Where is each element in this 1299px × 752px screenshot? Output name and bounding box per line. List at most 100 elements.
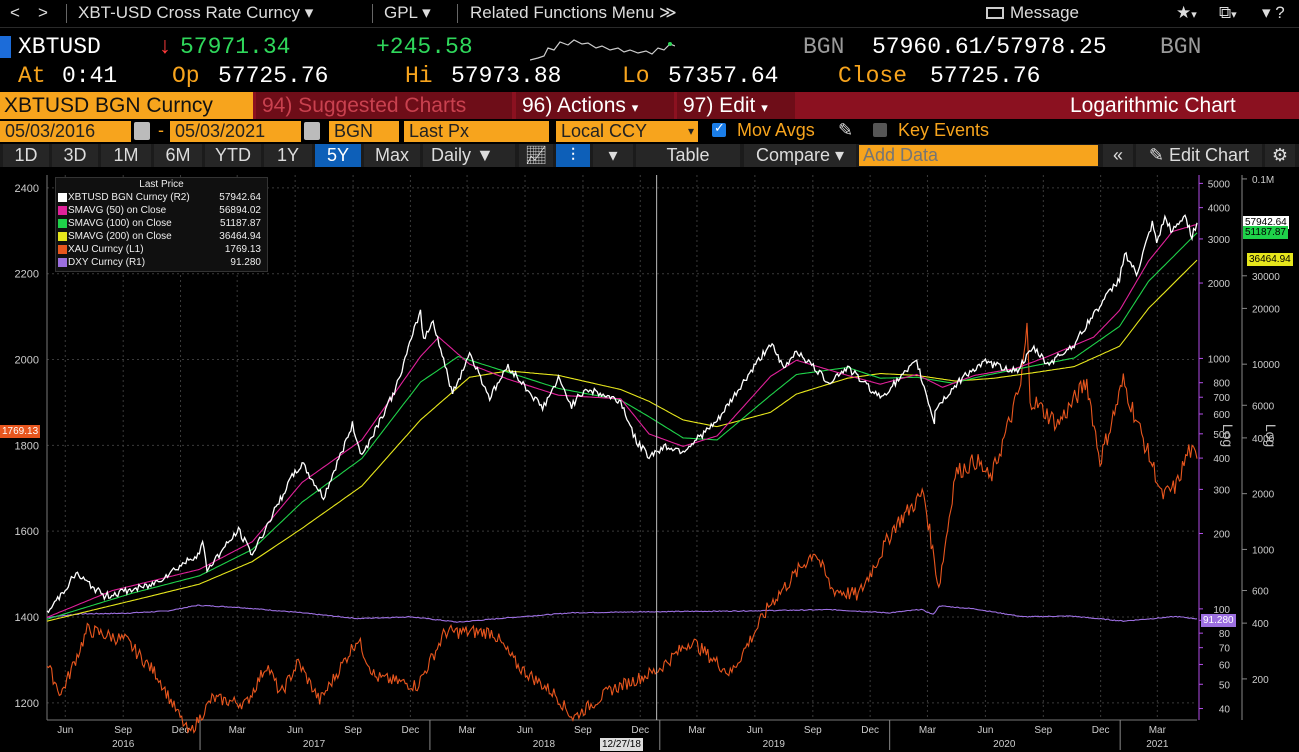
ask-source: BGN <box>1160 34 1202 60</box>
period-3d[interactable]: 3D <box>52 144 98 167</box>
source-menu[interactable]: GPL ▾ <box>384 3 431 22</box>
currency-selector[interactable]: Local CCY ▾ <box>556 121 698 142</box>
legend-item-smavg50[interactable]: SMAVG (50) on Close 56894.02 <box>56 204 267 217</box>
chart-canvas[interactable]: 1200140016001800200022002400405060708090… <box>0 167 1299 752</box>
bid-ask: 57960.61/57978.25 <box>872 34 1107 60</box>
y-tick-label-r1: 300 <box>1213 485 1230 496</box>
period-6m[interactable]: 6M <box>154 144 202 167</box>
x-year-label: 2017 <box>303 739 326 750</box>
actions-menu[interactable]: 96) Actions ▾ <box>516 92 674 119</box>
edit-menu[interactable]: 97) Edit ▾ <box>677 92 795 119</box>
back-button[interactable]: < <box>10 3 20 22</box>
security-title-menu[interactable]: XBT-USD Cross Rate Curncy ▾ <box>78 3 314 22</box>
settings-gear-icon[interactable]: ⚙ <box>1265 144 1295 167</box>
legend-swatch <box>58 206 67 215</box>
y-tick-label-r2: 30000 <box>1252 272 1280 283</box>
high-value: 57973.88 <box>451 63 562 89</box>
pricing-source-field[interactable]: BGN <box>329 121 399 142</box>
x-tick-label: Mar <box>1149 725 1167 736</box>
legend-item-dxy[interactable]: DXY Curncy (R1) 91.280 <box>56 256 267 269</box>
legend-swatch <box>58 232 67 241</box>
y-tick-label-r1: 40 <box>1219 705 1231 716</box>
x-tick-label: Dec <box>172 725 190 736</box>
xbt-last-tag: 57942.64 <box>1243 216 1289 229</box>
y-tick-label-r1: 200 <box>1213 529 1230 540</box>
y-tick-label-r1: 50 <box>1219 680 1231 691</box>
legend-item-smavg100[interactable]: SMAVG (100) on Close 51187.87 <box>56 217 267 230</box>
chart-type-dropdown[interactable]: ▾ <box>593 144 633 167</box>
series-line-xbtusd-bgn-curncy <box>46 214 1198 614</box>
mov-avgs-checkbox[interactable]: ✓ <box>712 120 726 137</box>
y-tick-label-r2: 400 <box>1252 619 1269 630</box>
pencil-icon[interactable]: ✎ <box>838 120 854 140</box>
y-tick-label-r1: 500 <box>1213 430 1230 441</box>
ticker-symbol: XBTUSD <box>18 34 101 60</box>
x-tick-label: Jun <box>517 725 533 736</box>
help-icon[interactable]: ▾ ? <box>1262 3 1285 22</box>
table-button[interactable]: Table <box>636 144 740 167</box>
related-functions-menu[interactable]: Related Functions Menu ≫ <box>470 3 677 22</box>
period-1m[interactable]: 1M <box>101 144 151 167</box>
xau-last-tag: 1769.13 <box>0 425 41 438</box>
envelope-icon <box>986 7 1004 19</box>
start-date-field[interactable]: 05/03/2016 <box>0 121 131 142</box>
x-tick-label: Dec <box>401 725 419 736</box>
suggested-charts-button[interactable]: 94) Suggested Charts <box>256 92 512 119</box>
last-price: 57971.34 <box>180 34 291 60</box>
key-events-checkbox[interactable] <box>873 123 887 137</box>
intraday-sparkline <box>530 39 675 61</box>
compare-dropdown[interactable]: Compare ▾ <box>744 144 856 167</box>
x-tick-label: Mar <box>688 725 706 736</box>
bid-source: BGN <box>803 34 845 60</box>
chart-legend[interactable]: Last Price XBTUSD BGN Curncy (R2) 57942.6… <box>55 177 268 272</box>
key-events-label: Key Events <box>898 120 990 140</box>
calendar-icon[interactable] <box>304 122 320 140</box>
y-tick-label-r1: 1000 <box>1208 354 1231 365</box>
x-tick-label: Jun <box>57 725 73 736</box>
command-bar: XBTUSD BGN Curncy 94) Suggested Charts 9… <box>0 92 1299 119</box>
security-field[interactable]: XBTUSD BGN Curncy <box>0 92 253 119</box>
chart-settings-row: 05/03/2016 - 05/03/2021 BGN Last Px Loca… <box>0 120 1299 144</box>
field-selector[interactable]: Last Px <box>404 121 549 142</box>
ticker-marker <box>0 36 11 58</box>
period-5y[interactable]: 5Y <box>315 144 361 167</box>
sma200-last-tag: 36464.94 <box>1247 253 1293 266</box>
x-tick-label: Sep <box>804 725 822 736</box>
period-1d[interactable]: 1D <box>3 144 49 167</box>
forward-button[interactable]: > <box>38 3 48 22</box>
add-data-input[interactable] <box>859 145 1098 166</box>
line-chart-icon[interactable]: 📈︎ <box>519 144 553 167</box>
x-tick-label: Sep <box>1034 725 1052 736</box>
y-tick-label-l1: 2000 <box>15 355 39 367</box>
period-1y[interactable]: 1Y <box>264 144 312 167</box>
frequency-dropdown[interactable]: Daily ▼ <box>423 144 515 167</box>
candlestick-icon[interactable]: ⫶ <box>556 144 590 167</box>
edit-chart-button[interactable]: ✎ Edit Chart <box>1136 144 1262 167</box>
period-max[interactable]: Max <box>364 144 420 167</box>
legend-item-xbtusd[interactable]: XBTUSD BGN Curncy (R2) 57942.64 <box>56 191 267 204</box>
legend-item-xau[interactable]: XAU Curncy (L1) 1769.13 <box>56 243 267 256</box>
favorites-star-icon[interactable]: ★▾ <box>1176 3 1197 22</box>
message-button[interactable]: Message <box>986 3 1079 23</box>
legend-title: Last Price <box>139 179 184 190</box>
series-line-smavg-50-on-close <box>46 223 1198 618</box>
close-label: Close <box>838 63 908 89</box>
y-tick-label-r2: 2000 <box>1252 490 1275 501</box>
y-tick-label-l1: 1200 <box>15 698 39 710</box>
end-date-field[interactable]: 05/03/2021 <box>170 121 301 142</box>
x-tick-label: Jun <box>747 725 763 736</box>
calendar-icon[interactable] <box>134 122 150 140</box>
y-tick-label-l1: 1800 <box>15 440 39 452</box>
y-tick-label-r2: 1000 <box>1252 545 1275 556</box>
export-icon[interactable]: ⧉▾ <box>1219 3 1237 22</box>
series-line-smavg-200-on-close <box>46 259 1198 622</box>
net-change: +245.58 <box>376 34 473 60</box>
y-tick-label-r2: 200 <box>1252 675 1269 686</box>
period-ytd[interactable]: YTD <box>205 144 261 167</box>
price-chart[interactable]: 1200140016001800200022002400405060708090… <box>0 167 1299 752</box>
collapse-icon[interactable]: « <box>1103 144 1133 167</box>
time-value: 0:41 <box>62 63 118 89</box>
chart-type-label: Logarithmic Chart <box>1070 94 1236 117</box>
legend-item-smavg200[interactable]: SMAVG (200) on Close 36464.94 <box>56 230 267 243</box>
y-tick-label-r1: 60 <box>1219 660 1231 671</box>
